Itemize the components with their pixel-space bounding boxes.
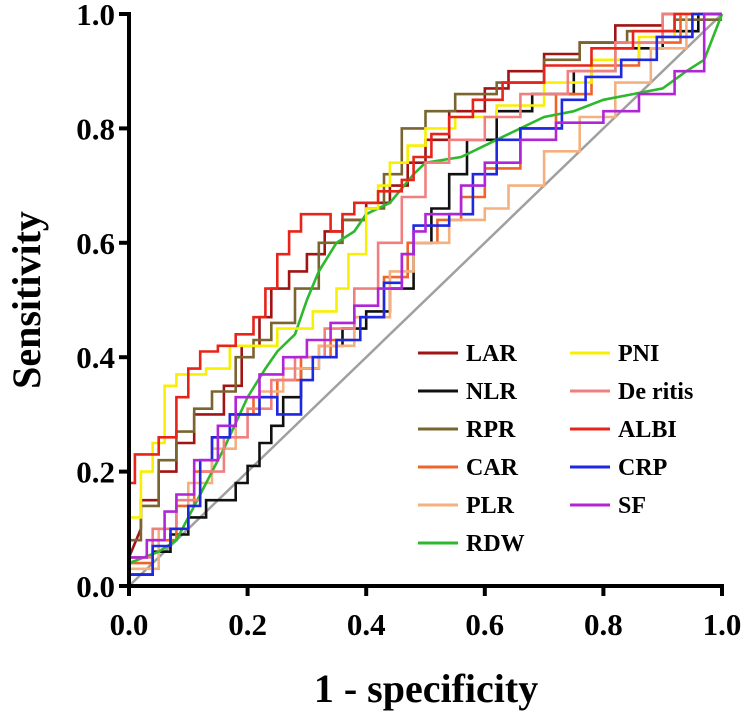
axes	[119, 12, 724, 596]
legend-label-albi: ALBI	[618, 417, 677, 443]
x-tick-label: 0.2	[228, 607, 267, 642]
legend-label-sf: SF	[618, 493, 646, 519]
y-tick-label: 0.0	[76, 569, 115, 604]
x-tick-label: 0.0	[110, 607, 149, 642]
series-line-pni	[127, 12, 722, 586]
legend-label-crp: CRP	[618, 455, 667, 481]
y-axis-title: Sensitivity	[4, 211, 49, 389]
legend-label-plr: PLR	[466, 493, 515, 519]
legend-label-pni: PNI	[618, 341, 659, 367]
series-line-albi	[127, 12, 722, 586]
tick-labels: 0.0 0.2 0.4 0.6 0.8 1.0 0.0 0.2 0.4 0.6 0.8 1.0	[76, 0, 741, 642]
series-line-rdw	[127, 13, 724, 586]
legend-label-de-ritis: De ritis	[618, 379, 693, 405]
series-line-sf	[127, 12, 722, 586]
x-axis-title: 1 - specificity	[314, 666, 538, 711]
series-line-crp	[127, 12, 722, 586]
x-tick-label: 0.8	[584, 607, 623, 642]
legend-label-rpr: RPR	[466, 417, 516, 443]
reference-diagonal-line	[128, 13, 723, 587]
y-tick-label: 0.2	[76, 455, 115, 490]
y-tick-label: 1.0	[76, 0, 115, 32]
x-tick-label: 0.4	[347, 607, 386, 642]
legend: LAR NLR RPR CAR PLR RDW PNI De ritis ALBI CRP SF	[418, 341, 693, 557]
legend-label-lar: LAR	[466, 341, 517, 367]
x-tick-label: 1.0	[703, 607, 742, 642]
series-lines	[127, 12, 724, 587]
legend-label-car: CAR	[466, 455, 519, 481]
x-tick-label: 0.6	[465, 607, 504, 642]
legend-label-nlr: NLR	[466, 379, 517, 405]
y-tick-label: 0.6	[76, 226, 115, 261]
y-tick-label: 0.4	[76, 340, 115, 375]
legend-label-rdw: RDW	[466, 531, 525, 557]
y-tick-label: 0.8	[76, 111, 115, 146]
